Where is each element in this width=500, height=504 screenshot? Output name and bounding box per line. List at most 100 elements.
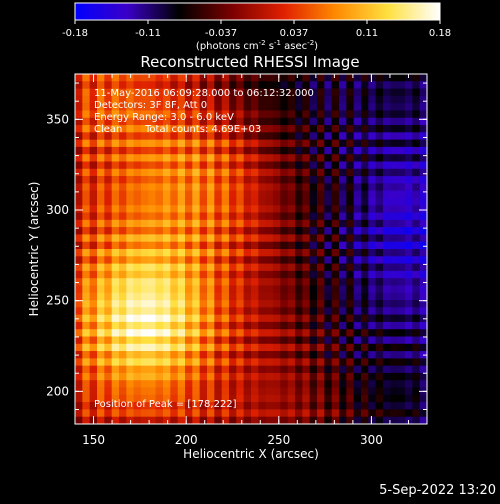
heatmap-cell (405, 88, 413, 97)
heatmap-cell (119, 358, 127, 366)
heatmap-cell (97, 314, 105, 323)
heatmap-cell (243, 117, 252, 126)
heatmap-cell (317, 256, 325, 264)
heatmap-cell (331, 307, 340, 315)
heatmap-cell (192, 227, 200, 235)
heatmap-cell (346, 205, 354, 213)
heatmap-cell (309, 205, 318, 213)
heatmap-cell (119, 95, 127, 104)
heatmap-cell (295, 292, 303, 301)
heatmap-cell (302, 285, 310, 294)
heatmap-cell (302, 212, 310, 221)
heatmap-cell (390, 146, 398, 155)
heatmap-cell (229, 205, 237, 213)
heatmap-cell (265, 285, 274, 294)
heatmap-cell (375, 190, 384, 199)
heatmap-cell (97, 372, 105, 381)
heatmap-cell (339, 380, 347, 388)
heatmap-cell (111, 161, 120, 170)
heatmap-cell (163, 183, 171, 191)
heatmap-cell (390, 256, 398, 264)
heatmap-cell (302, 358, 310, 366)
heatmap-cell (390, 241, 398, 250)
heatmap-cell (331, 190, 340, 199)
heatmap-cell (309, 117, 318, 126)
heatmap-cell (89, 256, 98, 264)
heatmap-cell (229, 161, 237, 170)
heatmap-cell (331, 154, 340, 162)
heatmap-cell (141, 146, 149, 155)
heatmap-cell (199, 132, 208, 140)
heatmap-cell (405, 249, 413, 257)
heatmap-cell (133, 88, 142, 97)
heatmap-cell (163, 190, 171, 199)
heatmap-cell (221, 161, 230, 170)
heatmap-cell (104, 270, 112, 279)
heatmap-cell (346, 358, 354, 366)
heatmap-cell (221, 132, 230, 140)
heatmap-cell (324, 416, 332, 425)
heatmap-cell (265, 278, 274, 286)
heatmap-cell (346, 394, 354, 403)
heatmap-cell (126, 197, 134, 206)
heatmap-cell (75, 95, 83, 104)
heatmap-cell (324, 95, 332, 104)
heatmap-cell (89, 307, 98, 315)
heatmap-cell (353, 88, 362, 97)
heatmap-cell (419, 212, 428, 221)
heatmap-cell (185, 300, 193, 308)
heatmap-cell (126, 394, 134, 403)
heatmap-cell (243, 168, 252, 177)
heatmap-cell (82, 307, 90, 315)
heatmap-cell (185, 351, 193, 359)
heatmap-cell (221, 336, 230, 345)
heatmap-cell (185, 358, 193, 366)
heatmap-cell (368, 387, 376, 396)
heatmap-cell (346, 402, 354, 410)
heatmap-cell (126, 168, 134, 177)
heatmap-cell (155, 103, 164, 111)
heatmap-cell (397, 117, 406, 126)
heatmap-cell (141, 270, 149, 279)
heatmap-cell (111, 227, 120, 235)
heatmap-cell (390, 139, 398, 148)
heatmap-cell (324, 125, 332, 133)
heatmap-cell (368, 219, 376, 228)
heatmap-cell (412, 329, 420, 337)
heatmap-cell (309, 409, 318, 418)
heatmap-cell (97, 307, 105, 315)
heatmap-cell (309, 351, 318, 359)
heatmap-cell (251, 249, 259, 257)
heatmap-cell (229, 125, 237, 133)
heatmap-cell (339, 307, 347, 315)
heatmap-cell (280, 205, 288, 213)
heatmap-cell (273, 190, 281, 199)
heatmap-cell (97, 197, 105, 206)
heatmap-cell (309, 88, 318, 97)
heatmap-cell (214, 117, 222, 126)
heatmap-cell (375, 416, 384, 425)
heatmap-cell (214, 307, 222, 315)
heatmap-cell (317, 205, 325, 213)
heatmap-cell (295, 416, 303, 425)
heatmap-cell (419, 285, 428, 294)
heatmap-cell (397, 132, 406, 140)
heatmap-cell (104, 343, 112, 352)
heatmap-cell (280, 343, 288, 352)
heatmap-cell (221, 394, 230, 403)
heatmap-cell (207, 74, 215, 82)
heatmap-cell (155, 234, 164, 243)
heatmap-cell (361, 249, 369, 257)
heatmap-cell (221, 234, 230, 243)
heatmap-cell (390, 314, 398, 323)
heatmap-cell (82, 74, 90, 82)
heatmap-cell (295, 139, 303, 148)
heatmap-cell (177, 168, 186, 177)
heatmap-cell (243, 343, 252, 352)
heatmap-cell (141, 292, 149, 301)
heatmap-cell (331, 234, 340, 243)
heatmap-cell (229, 380, 237, 388)
heatmap-cell (412, 336, 420, 345)
heatmap-cell (119, 292, 127, 301)
heatmap-cell (221, 285, 230, 294)
